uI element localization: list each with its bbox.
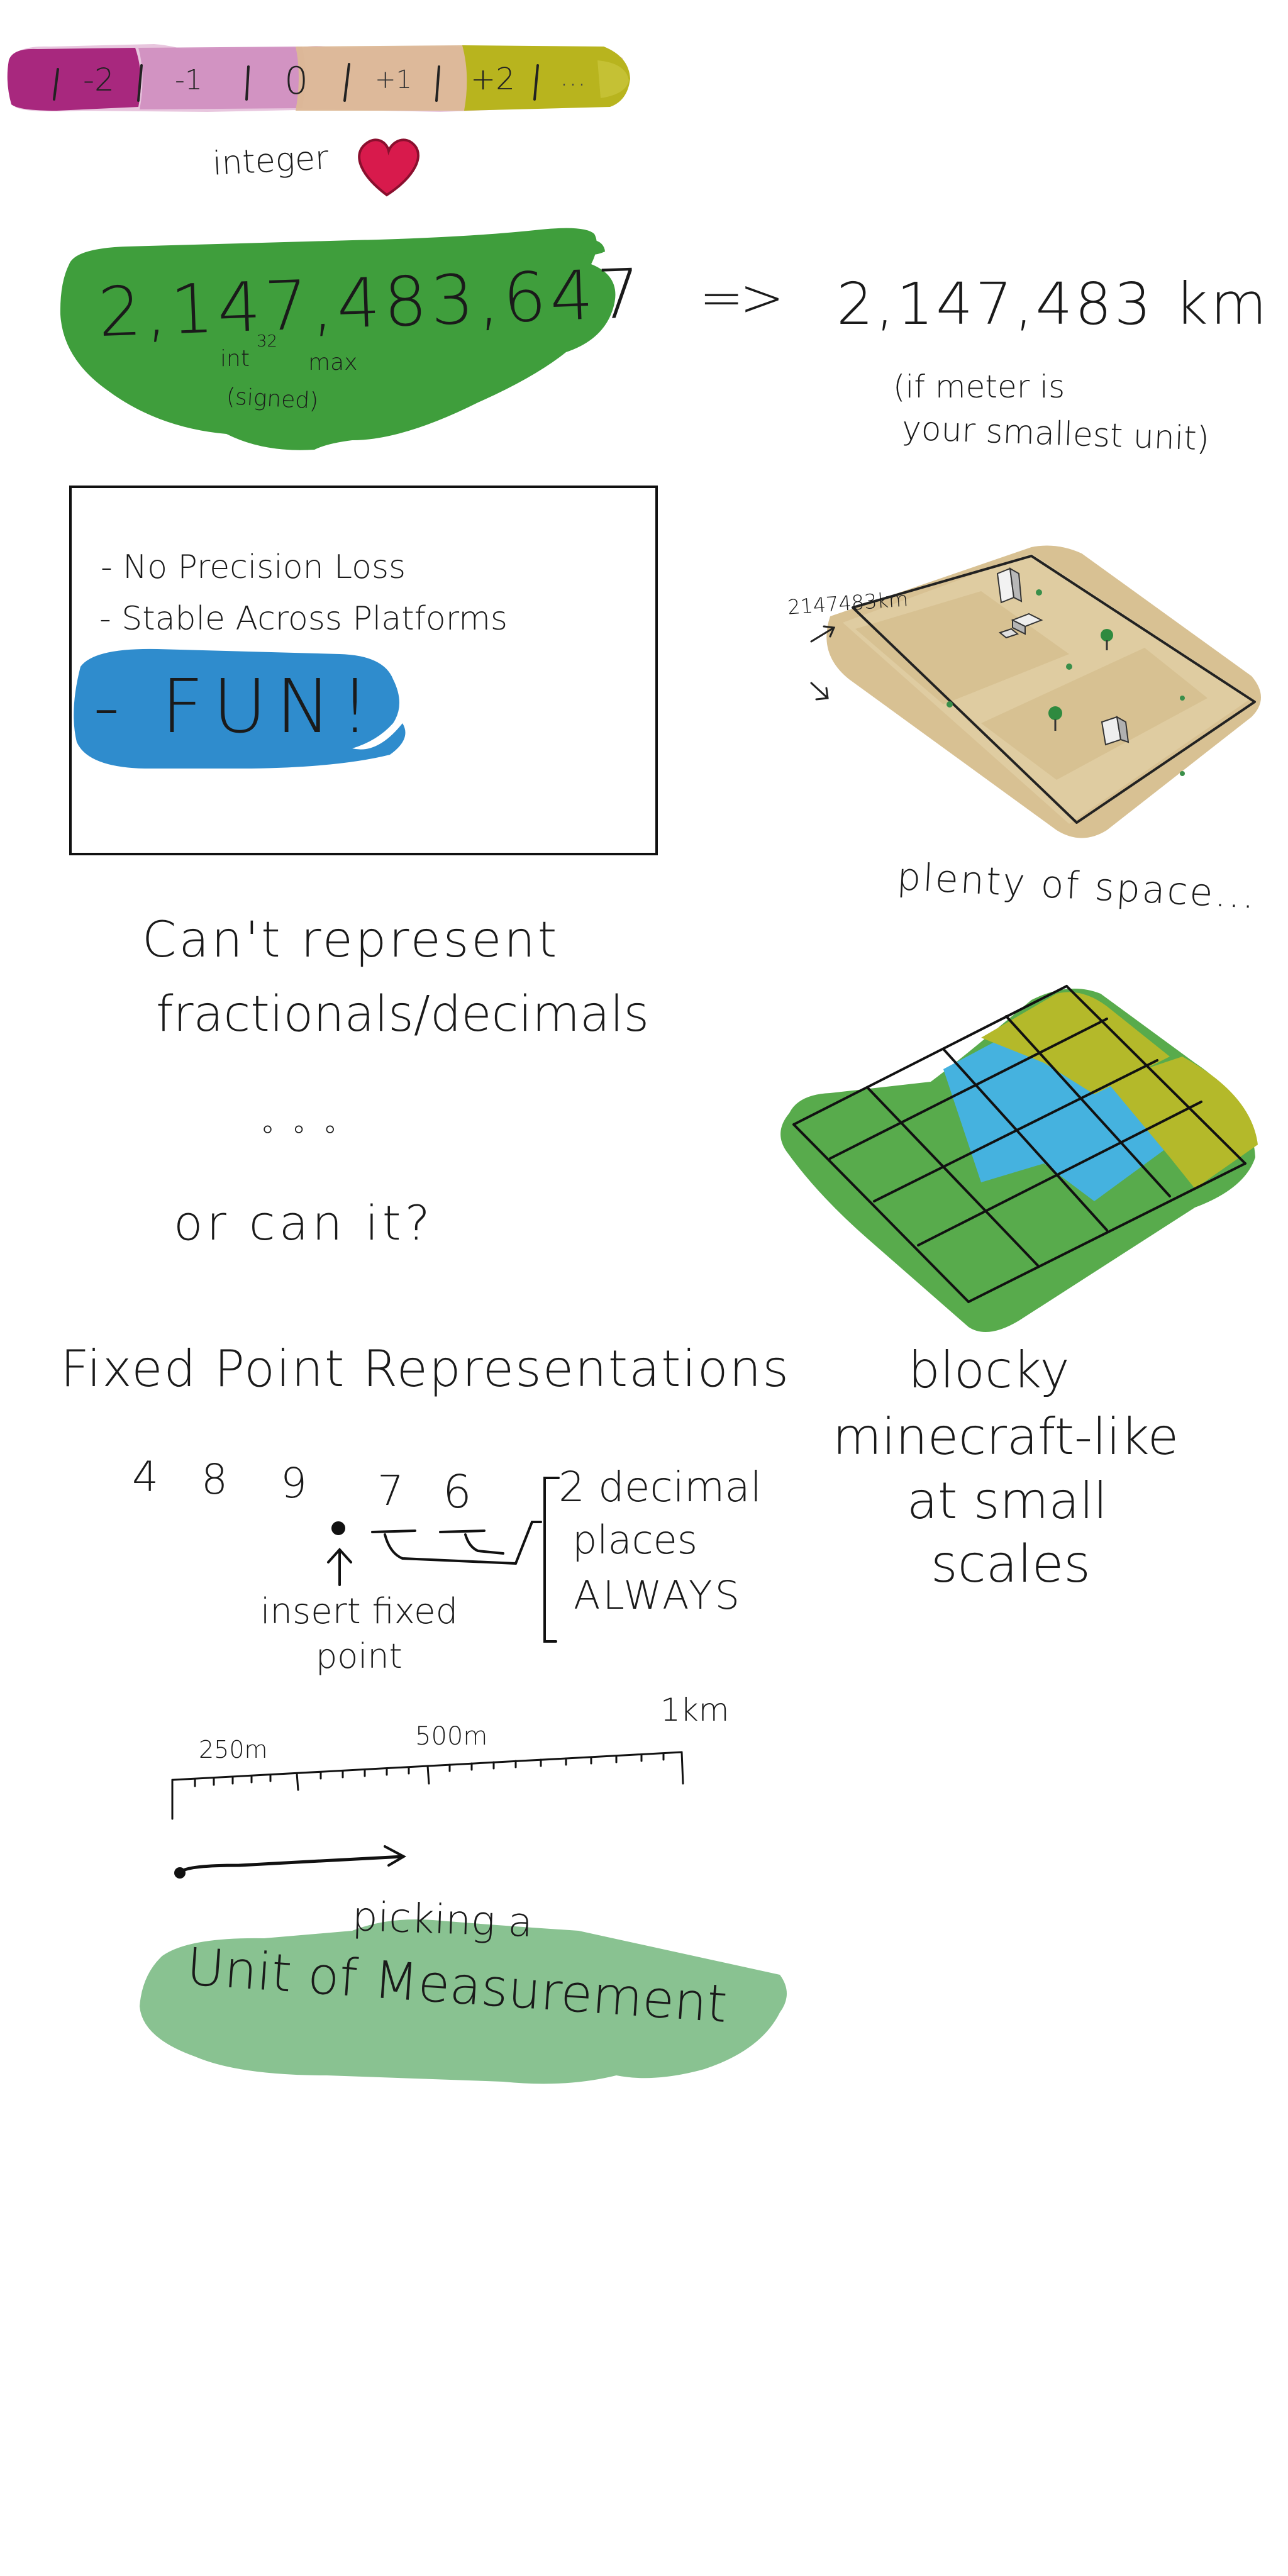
benefit-fun: - FUN! <box>93 663 379 750</box>
unit-blob <box>140 1919 787 2084</box>
heart-icon <box>358 138 419 197</box>
int-max-suffix: max <box>308 350 358 375</box>
fraction-line3: or can it? <box>174 1195 434 1251</box>
fixed-digit-9: 9 <box>280 1459 307 1507</box>
number-line-label-ellipsis: ... <box>560 60 586 92</box>
blocky-line1: blocky <box>908 1341 1070 1399</box>
scale-label-1km: 1km <box>660 1692 730 1728</box>
number-line-label-pos1: +1 <box>375 65 412 94</box>
number-line-label-pos2: +2 <box>470 62 515 97</box>
scale-label-500m: 500m <box>415 1722 488 1751</box>
blocky-line3: at small <box>907 1472 1108 1530</box>
blocky-line2: minecraft-like <box>833 1407 1179 1466</box>
km-note-line1: (if meter is <box>893 369 1065 405</box>
fixed-pointer-line2: point <box>316 1636 402 1676</box>
unit-arrow <box>174 1845 407 1879</box>
fixed-bracket-line3: ALWAYS <box>574 1572 743 1618</box>
number-line-label-0: 0 <box>284 59 309 103</box>
blocky-grid-map <box>780 985 1258 1332</box>
equals-arrow: => <box>699 267 784 328</box>
int-signed-label: (signed) <box>226 384 319 414</box>
fixed-digit-4: 4 <box>132 1453 158 1501</box>
number-line-label-neg2: -2 <box>83 62 114 98</box>
fixed-bracket-line2: places <box>572 1517 698 1563</box>
int-bits-superscript: 32 <box>257 332 278 351</box>
int-max-blob <box>60 228 616 450</box>
number-line-label-neg1: -1 <box>175 64 203 96</box>
fixed-bracket-line1: 2 decimal <box>558 1463 762 1511</box>
fixed-digit-6: 6 <box>443 1465 472 1518</box>
scale-ruler <box>171 1751 684 1820</box>
scale-label-250m: 250m <box>199 1736 268 1763</box>
fixed-point-title: Fixed Point Representations <box>60 1340 791 1398</box>
benefits-box <box>69 486 658 855</box>
integer-label: integer <box>211 139 330 183</box>
benefit-stable-platforms: - Stable Across Platforms <box>99 600 508 638</box>
fraction-line2: fractionals/decimals <box>156 986 650 1043</box>
fixed-digit-7: 7 <box>377 1467 404 1515</box>
int-type-label: int <box>220 346 250 372</box>
fixed-pointer-line1: insert fixed <box>260 1591 458 1632</box>
number-line-strip <box>7 44 630 112</box>
fun-blob <box>74 648 406 769</box>
benefit-no-precision-loss: - No Precision Loss <box>101 548 406 586</box>
unit-pick-line1: picking a <box>351 1894 534 1946</box>
fixed-digit-8: 8 <box>201 1455 228 1504</box>
blocky-line4: scales <box>931 1535 1091 1594</box>
dimension-arrows <box>810 625 836 701</box>
fixed-point-annotations <box>327 1477 560 1643</box>
km-value: 2,147,483 km <box>836 270 1270 338</box>
sand-map <box>826 545 1261 838</box>
fraction-line1: Can't represent <box>142 912 560 969</box>
number-line-ticks <box>53 63 539 102</box>
fraction-dots: ° ° ° <box>260 1119 341 1153</box>
